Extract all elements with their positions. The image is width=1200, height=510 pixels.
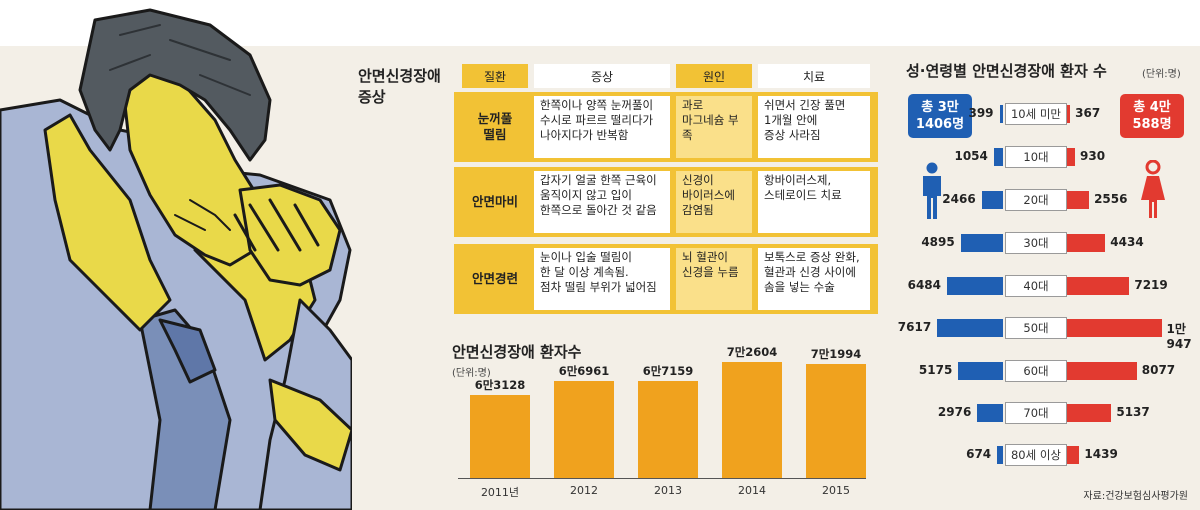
female-value-label: 8077 [1141,363,1176,377]
header-symptom: 증상 [534,64,670,88]
cause-cell: 신경이 바이러스에 감염됨 [676,171,752,233]
age-group-label: 80세 이상 [1005,444,1067,466]
female-value-label: 1439 [1084,447,1118,461]
age-group-label: 70대 [1005,402,1067,424]
year-bar [554,381,614,478]
year-bar [722,362,782,478]
symptoms-title: 안면신경장애 증상 [358,67,441,106]
age-group-label: 50대 [1005,317,1067,339]
male-value-label: 1054 [954,149,988,163]
year-bar [470,394,530,478]
female-value-label: 1만947 [1166,322,1192,351]
male-bar [977,404,1003,422]
female-bar [1067,234,1106,252]
female-bar [1067,277,1130,295]
male-bar [993,148,1003,166]
female-value-label: 4434 [1110,235,1144,249]
age-group-label: 10세 미만 [1005,103,1067,125]
symptom-cell: 갑자기 얼굴 한쪽 근육이 움직이지 않고 입이 한쪽으로 돌아간 것 같음 [534,171,670,233]
male-bar [981,191,1003,209]
man-illustration [0,8,352,510]
source-note: 자료:건강보험심사평가원 [1083,491,1188,502]
header-cause: 원인 [676,64,752,88]
demographics-title: 성·연령별 안면신경장애 환자 수 [906,62,1107,80]
year-tick-label: 2015 [822,484,850,497]
year-tick-label: 2013 [654,484,682,497]
yearly-chart-unit: (단위:명) [452,368,491,379]
female-value-label: 930 [1080,149,1106,163]
female-value-label: 5137 [1116,405,1150,419]
year-bar [638,380,698,478]
age-group-label: 20대 [1005,189,1067,211]
disease-facial-spasm: 안면경련 [462,248,528,310]
header-treatment: 치료 [758,64,870,88]
header-disease: 질환 [462,64,528,88]
female-bar [1067,105,1071,123]
female-bar [1067,148,1076,166]
male-bar [947,277,1003,295]
male-bar [958,362,1003,380]
male-value-label: 399 [968,106,994,120]
age-group-label: 10대 [1005,146,1067,168]
female-bar [1067,191,1090,209]
year-bar-label: 6만7159 [642,363,694,378]
male-value-label: 2466 [942,192,976,206]
treatment-cell: 쉬면서 긴장 풀면 1개월 안에 증상 사라짐 [758,96,870,158]
disease-eyelid-twitch: 눈꺼풀 떨림 [462,96,528,158]
male-total-badge: 총 3만 1406명 [908,94,972,138]
treatment-cell: 항바이러스제, 스테로이드 치료 [758,171,870,233]
male-bar [997,446,1003,464]
year-bar [806,364,866,478]
age-group-label: 40대 [1005,275,1067,297]
female-total-badge: 총 4만 588명 [1120,94,1184,138]
woman-icon [1141,160,1165,218]
male-value-label: 2976 [937,405,972,419]
age-group-label: 60대 [1005,360,1067,382]
x-axis [458,478,866,479]
cause-cell: 과로 마그네슘 부족 [676,96,752,158]
symptom-cell: 눈이나 입술 떨림이 한 달 이상 계속됨. 점차 떨림 부위가 넓어짐 [534,248,670,310]
male-bar [937,319,1003,337]
treatment-cell: 보톡스로 증상 완화, 혈관과 신경 사이에 솜을 넣는 수술 [758,248,870,310]
year-bar-label: 6만6961 [558,364,610,379]
year-bar-label: 7만2604 [726,345,778,359]
male-bar [999,105,1003,123]
male-bar [960,234,1003,252]
female-bar [1067,404,1112,422]
female-value-label: 367 [1075,106,1101,120]
demographics-unit: (단위:명) [1142,69,1181,80]
disease-facial-palsy: 안면마비 [462,171,528,233]
female-value-label: 7219 [1134,278,1168,292]
year-tick-label: 2014 [738,484,766,497]
yearly-chart-title: 안면신경장애 환자수 [452,343,582,361]
male-value-label: 674 [966,447,992,461]
year-tick-label: 2011년 [480,486,520,499]
male-value-label: 5175 [918,363,953,377]
male-value-label: 6484 [907,278,941,292]
female-bar [1067,446,1080,464]
male-value-label: 7617 [897,320,932,334]
male-value-label: 4895 [921,235,955,249]
year-tick-label: 2012 [570,484,598,497]
female-value-label: 2556 [1094,192,1128,206]
year-bar-label: 6만3128 [474,377,526,392]
female-bar [1067,319,1162,337]
symptom-cell: 한쪽이나 양쪽 눈꺼풀이 수시로 파르르 떨리다가 나아지다가 반복함 [534,96,670,158]
year-bar-label: 7만1994 [810,347,862,362]
female-bar [1067,362,1137,380]
age-group-label: 30대 [1005,232,1067,254]
cause-cell: 뇌 혈관이 신경을 누름 [676,248,752,310]
man-icon [923,162,941,219]
